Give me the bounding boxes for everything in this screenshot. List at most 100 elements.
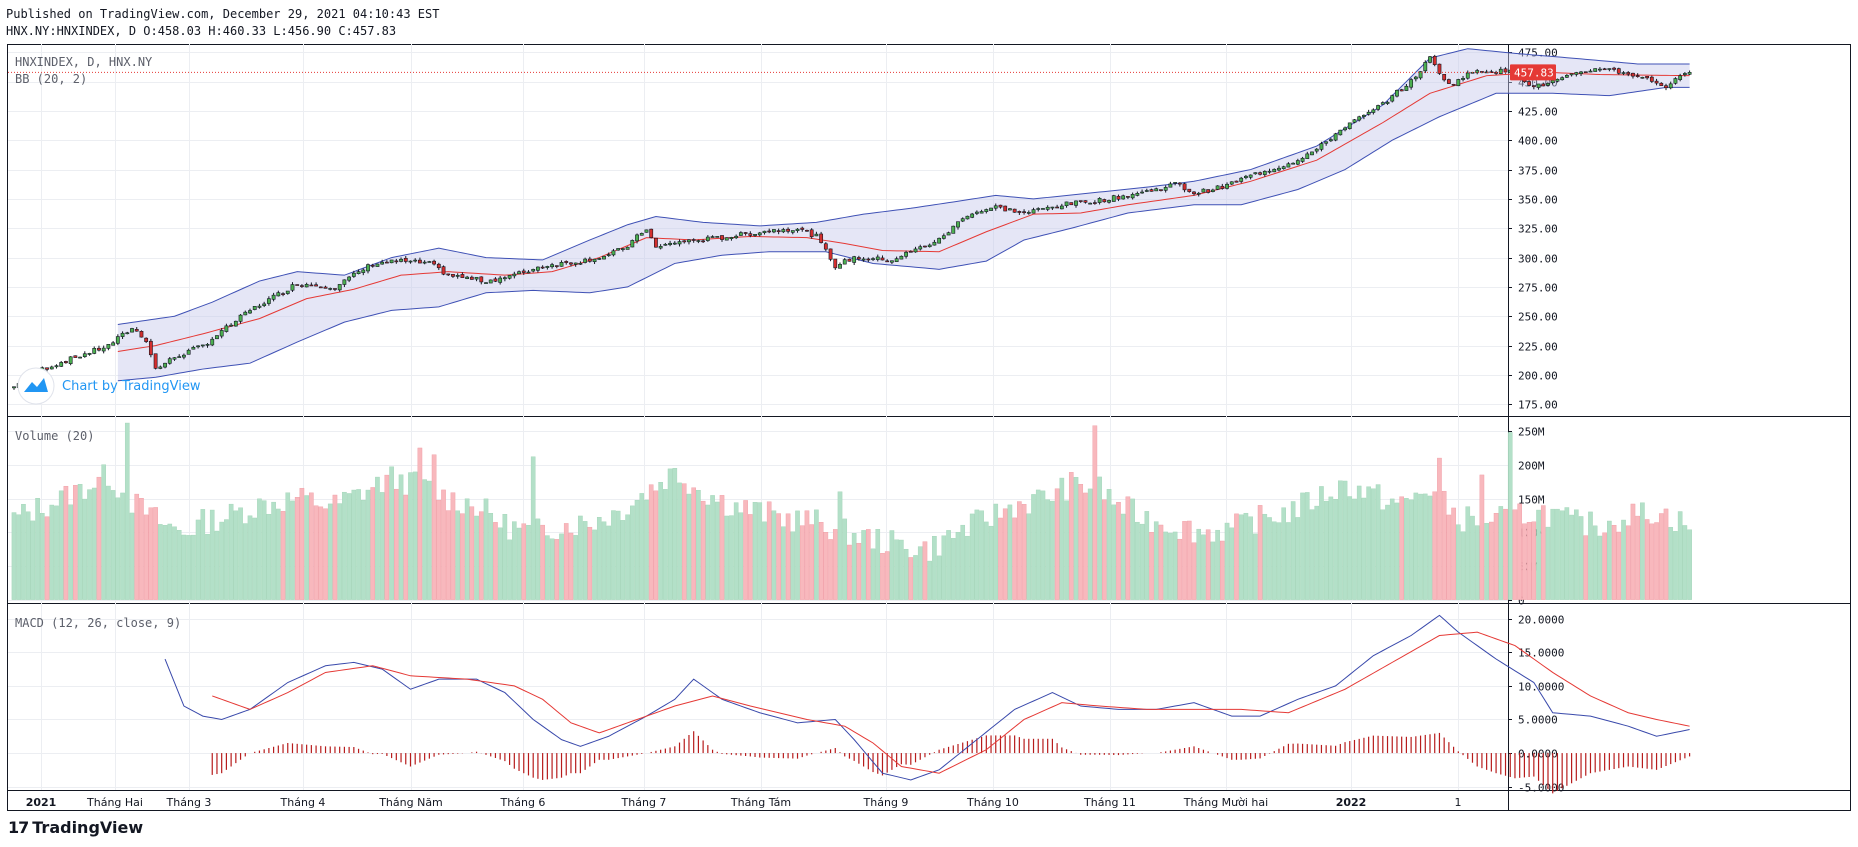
volume-bar (1536, 509, 1541, 600)
candle-body (139, 330, 144, 338)
candle-body (182, 354, 186, 358)
volume-bar (1404, 498, 1409, 600)
watermark-text: Chart by TradingView (62, 379, 201, 394)
candle-body (1687, 72, 1692, 75)
volume-bar (54, 505, 59, 600)
volume-bar (1611, 525, 1617, 600)
price-tick-label: 200.00 (1518, 370, 1558, 383)
volume-bar (705, 504, 711, 600)
tradingview-logo-icon: 17 (8, 818, 29, 837)
candle-body (479, 276, 484, 283)
volume-bar (903, 548, 909, 600)
volume-bar (1422, 493, 1428, 600)
volume-bar (346, 493, 352, 600)
volume-bar (1493, 513, 1499, 600)
candle-body (441, 266, 446, 275)
candle-body (814, 233, 819, 237)
volume-bar (1196, 528, 1202, 600)
volume-bar (148, 507, 154, 600)
volume-bar (781, 526, 786, 600)
candle-body (1064, 201, 1069, 207)
candle-body (951, 225, 956, 234)
volume-bar (455, 510, 460, 600)
volume-bar (950, 538, 956, 600)
volume-bar (1682, 525, 1688, 600)
volume-bar (342, 491, 347, 600)
candle-body (965, 215, 970, 220)
candle-body (856, 257, 861, 260)
volume-bar (233, 510, 239, 600)
candle-body (446, 273, 451, 276)
volume-bar (644, 499, 649, 600)
volume-bar (837, 491, 843, 600)
volume-bar (955, 531, 961, 600)
candle-body (554, 265, 559, 267)
tradingview-footer[interactable]: 17 TradingView (8, 818, 143, 837)
volume-bar (762, 521, 767, 600)
volume-bar (1031, 494, 1036, 600)
candle-body (1168, 183, 1173, 188)
volume-bar (1385, 504, 1390, 600)
volume-bar (630, 505, 635, 600)
volume-bar (1304, 492, 1310, 600)
candle-body (1423, 62, 1428, 72)
candle-body (1008, 208, 1012, 211)
volume-bar (370, 487, 376, 600)
volume-bar (1333, 499, 1338, 600)
volume-bar (408, 472, 413, 600)
volume-bar (1347, 496, 1353, 600)
volume-bar (1446, 514, 1452, 600)
candle-body (238, 314, 243, 322)
candle-body (172, 357, 177, 360)
volume-bar (1253, 533, 1258, 600)
volume-bar (238, 507, 243, 600)
candle-body (125, 332, 130, 335)
time-axis-label: Tháng 6 (500, 796, 546, 809)
candle-body (1144, 190, 1149, 192)
volume-bar (25, 511, 31, 600)
candle-body (1682, 73, 1687, 75)
volume-bar (40, 513, 45, 600)
price-tick-label: 300.00 (1518, 253, 1558, 266)
macd-tick-label: 20.0000 (1518, 614, 1564, 627)
volume-bar (87, 489, 92, 600)
price-tick-label: 400.00 (1518, 135, 1558, 148)
volume-bar (965, 535, 970, 600)
volume-bar (582, 521, 588, 600)
volume-bar (611, 510, 616, 600)
volume-bar (615, 510, 621, 600)
candle-body (1140, 191, 1144, 194)
last-price-label: 457.83 (1514, 66, 1554, 79)
volume-bar (672, 468, 678, 600)
volume-bar (1564, 507, 1570, 600)
chart-frame (7, 44, 1851, 811)
candle-body (1461, 78, 1465, 80)
candle-body (993, 205, 998, 209)
volume-bar (327, 503, 333, 600)
volume-bar (686, 493, 692, 600)
candle-body (1607, 68, 1612, 70)
volume-bar (1503, 508, 1508, 600)
candle-body (1187, 188, 1192, 192)
candle-body (484, 282, 488, 284)
candle-body (1206, 189, 1211, 193)
candle-body (885, 260, 890, 263)
volume-bar (21, 504, 26, 600)
volume-bar (507, 539, 512, 600)
candle-body (1277, 167, 1281, 171)
volume-bar (143, 514, 149, 600)
volume-bar (309, 492, 314, 600)
volume-bar (110, 490, 116, 600)
volume-tick-label: 150M (1518, 494, 1545, 507)
candle-body (418, 259, 422, 264)
volume-bar (412, 471, 418, 600)
candle-body (1489, 71, 1494, 73)
volume-bar (1635, 515, 1640, 600)
volume-bar (483, 498, 489, 600)
volume-bar (1177, 538, 1183, 600)
price-tick-label: 425.00 (1518, 106, 1558, 119)
volume-bar (422, 479, 427, 600)
volume-bar (261, 500, 267, 600)
volume-bar (677, 482, 682, 600)
